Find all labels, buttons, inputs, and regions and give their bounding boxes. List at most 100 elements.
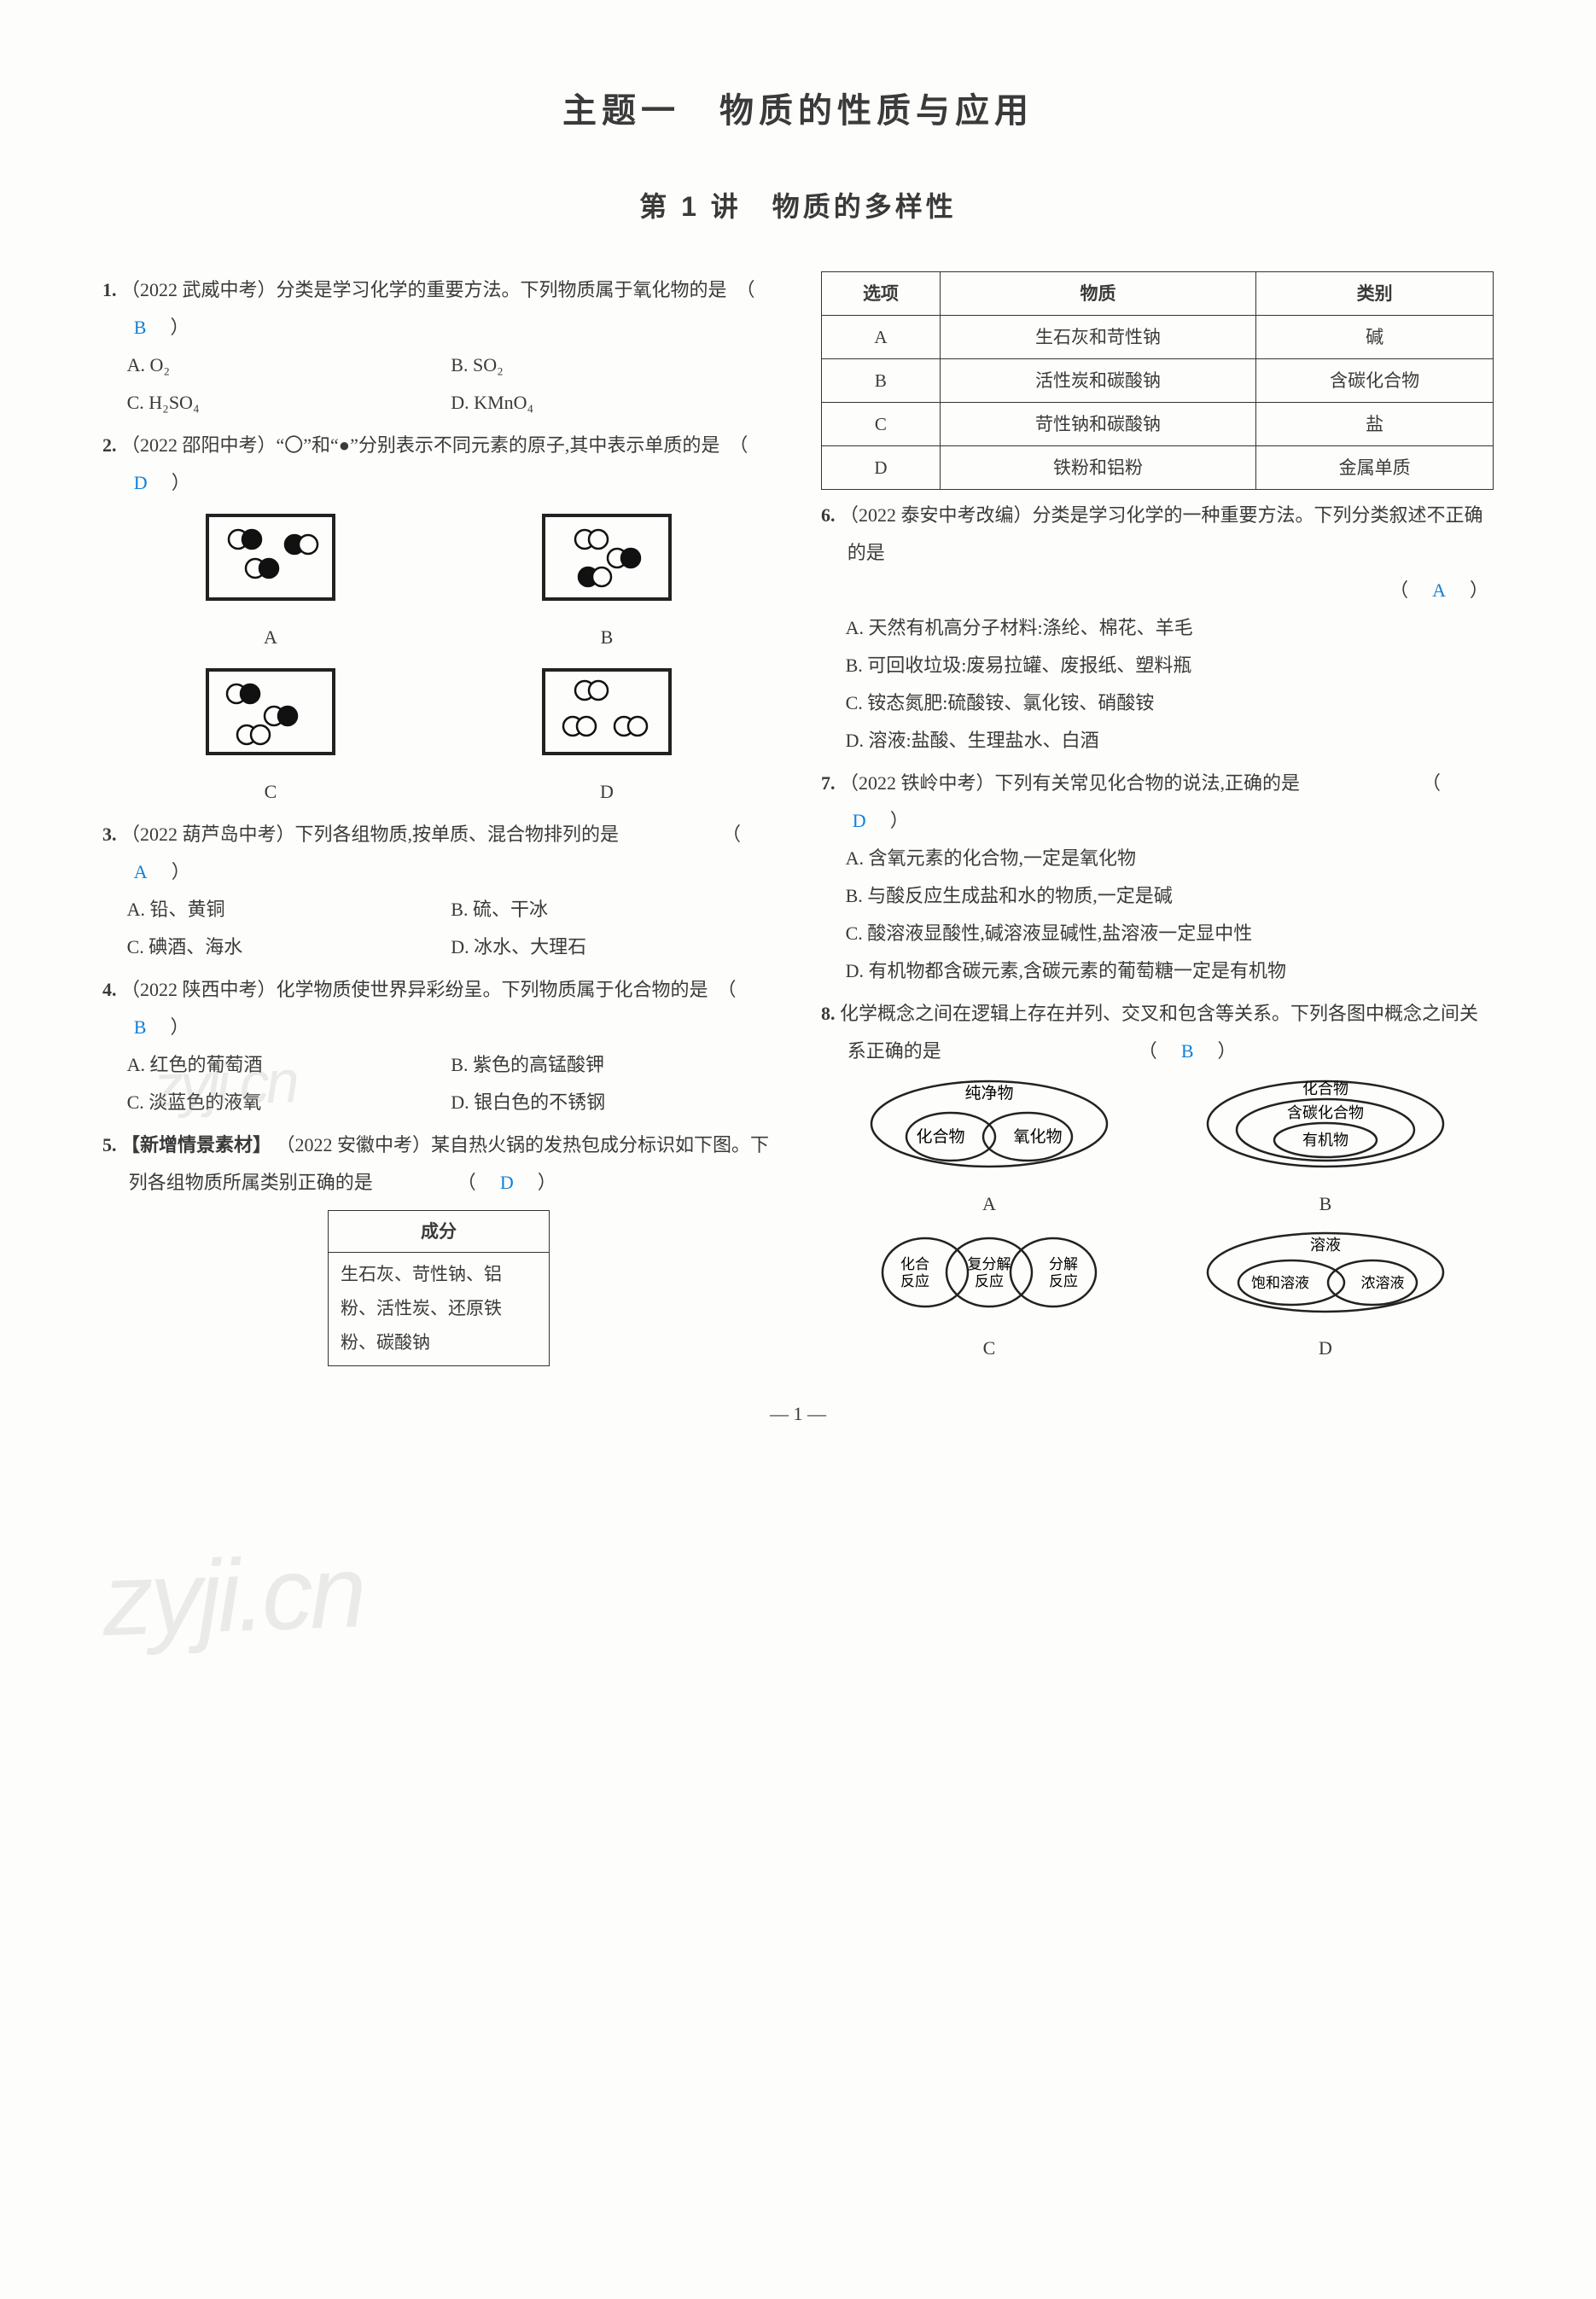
q4-stem-end: ） [151, 1016, 189, 1038]
table-cell: 苛性钠和碳酸钠 [940, 403, 1255, 446]
q8-answer: B [1181, 1040, 1194, 1062]
q1-opt-c: C. H₂SO₄ [127, 384, 451, 422]
watermark: zyji.cn [99, 1489, 367, 1703]
q3-stem: （2022 葫芦岛中考）下列各组物质,按单质、混合物排列的是 （ [121, 824, 760, 845]
table-header: 物质 [940, 272, 1255, 316]
q1-opt-b: B. SO₂ [451, 346, 775, 384]
q8-diagram-b: 化合物 含碳化合物 有机物 [1202, 1077, 1449, 1171]
q4-answer: B [134, 1016, 147, 1038]
q6-num: 6. [821, 504, 836, 526]
svg-text:反应: 反应 [1049, 1273, 1078, 1289]
q4-opt-b: B. 紫色的高锰酸钾 [451, 1046, 775, 1084]
q2-answer: D [134, 472, 148, 493]
table-cell: A [822, 316, 941, 359]
q8-diagram-a: 纯净物 化合物 氧化物 [865, 1077, 1113, 1171]
q1-answer: B [134, 317, 147, 338]
q5-table-wrap: 选项物质类别 A生石灰和苛性钠碱B活性炭和碳酸钠含碳化合物C苛性钠和碳酸钠盐D铁… [821, 271, 1494, 490]
q8-num: 8. [821, 1003, 836, 1024]
table-cell: 盐 [1256, 403, 1494, 446]
q7-opt-d: D. 有机物都含碳元素,含碳元素的葡萄糖一定是有机物 [870, 952, 1494, 990]
svg-text:纯净物: 纯净物 [964, 1084, 1013, 1103]
q4-num: 4. [102, 979, 117, 1000]
q6-stem: （2022 泰安中考改编）分类是学习化学的一种重要方法。下列分类叙述不正确的是 [840, 504, 1483, 563]
svg-text:复分解: 复分解 [968, 1256, 1011, 1272]
q3-opt-c: C. 碘酒、海水 [127, 928, 451, 966]
q6-answer: A [1432, 579, 1446, 601]
q2-diagram-d [539, 665, 675, 759]
q7-num: 7. [821, 772, 836, 794]
q3-opt-a: A. 铅、黄铜 [127, 891, 451, 928]
question-4: 4. （2022 陕西中考）化学物质使世界异彩纷呈。下列物质属于化合物的是 （ … [102, 971, 775, 1121]
q3-stem-end: ） [153, 861, 190, 882]
question-2: 2. （2022 邵阳中考）“〇”和“●”分别表示不同元素的原子,其中表示单质的… [102, 427, 775, 811]
lecture-title: 第 1 讲 物质的多样性 [102, 179, 1494, 234]
content-columns: 1. （2022 武威中考）分类是学习化学的重要方法。下列物质属于氧化物的是 （… [102, 271, 1494, 1373]
q1-num: 1. [102, 279, 117, 300]
table-cell: 碱 [1256, 316, 1494, 359]
svg-text:反应: 反应 [975, 1273, 1004, 1289]
q8-diagram-d: 溶液 饱和溶液 浓溶液 [1202, 1230, 1449, 1315]
q5-answer: D [500, 1172, 514, 1193]
q2-lbl-d: D [539, 773, 675, 811]
question-7: 7. （2022 铁岭中考）下列有关常见化合物的说法,正确的是 （ D ） A.… [821, 765, 1494, 990]
q8-stem: 化学概念之间在逻辑上存在并列、交叉和包含等关系。下列各图中概念之间关系正确的是 … [840, 1003, 1478, 1062]
q4-stem: （2022 陕西中考）化学物质使世界异彩纷呈。下列物质属于化合物的是 （ [121, 979, 755, 1000]
svg-text:含碳化合物: 含碳化合物 [1287, 1104, 1364, 1121]
q2-diagram-b [539, 510, 675, 604]
q8-stem-end: ） [1199, 1040, 1237, 1062]
table-row: D铁粉和铝粉金属单质 [822, 446, 1494, 490]
q2-stem-end: ） [153, 472, 190, 493]
q8-lbl-b: B [1202, 1185, 1449, 1223]
q4-opt-c: C. 淡蓝色的液氧 [127, 1084, 451, 1121]
q1-stem: （2022 武威中考）分类是学习化学的重要方法。下列物质属于氧化物的是 （ [121, 279, 774, 300]
q7-stem-end: ） [871, 810, 909, 831]
q7-opt-b: B. 与酸反应生成盐和水的物质,一定是碱 [846, 877, 1494, 915]
q4-opt-d: D. 银白色的不锈钢 [451, 1084, 775, 1121]
q2-lbl-a: A [202, 619, 339, 656]
svg-text:分解: 分解 [1049, 1256, 1078, 1272]
q5-tag: 【新增情景素材】 [121, 1134, 271, 1155]
q1-stem-end: ） [151, 317, 189, 338]
q6-paren: （ [1389, 579, 1427, 601]
q8-lbl-c: C [865, 1330, 1113, 1367]
question-3: 3. （2022 葫芦岛中考）下列各组物质,按单质、混合物排列的是 （ A ） … [102, 816, 775, 966]
svg-text:饱和溶液: 饱和溶液 [1251, 1275, 1309, 1291]
q6-opt-c: C. 铵态氮肥:硫酸铵、氯化铵、硝酸铵 [846, 684, 1494, 722]
page-number: — 1 — [102, 1395, 1494, 1433]
q5-table: 选项物质类别 A生石灰和苛性钠碱B活性炭和碳酸钠含碳化合物C苛性钠和碳酸钠盐D铁… [821, 271, 1494, 490]
table-cell: 金属单质 [1256, 446, 1494, 490]
q2-lbl-c: C [202, 773, 339, 811]
q7-opt-a: A. 含氧元素的化合物,一定是氧化物 [846, 840, 1494, 877]
q1-opt-d: D. KMnO₄ [451, 384, 775, 422]
svg-text:反应: 反应 [900, 1273, 929, 1289]
q8-diagram-c: 化合 反应 复分解 反应 分解 反应 [865, 1230, 1113, 1315]
table-header: 选项 [822, 272, 941, 316]
q2-diagram-c [202, 665, 339, 759]
svg-text:浓溶液: 浓溶液 [1361, 1275, 1405, 1291]
q7-stem: （2022 铁岭中考）下列有关常见化合物的说法,正确的是 （ [840, 772, 1459, 794]
q2-stem: （2022 邵阳中考）“〇”和“●”分别表示不同元素的原子,其中表示单质的是 （ [121, 434, 766, 456]
table-header: 类别 [1256, 272, 1494, 316]
q5-stem-end: ） [519, 1172, 556, 1193]
table-cell: 含碳化合物 [1256, 359, 1494, 403]
q5-num: 5. [102, 1134, 117, 1155]
q3-answer: A [134, 861, 148, 882]
q6-paren-end: ） [1451, 579, 1488, 601]
q8-lbl-d: D [1202, 1330, 1449, 1367]
q3-opt-d: D. 冰水、大理石 [451, 928, 775, 966]
table-row: A生石灰和苛性钠碱 [822, 316, 1494, 359]
q5-box-body: 生石灰、苛性钠、铝粉、活性炭、还原铁粉、碳酸钠 [329, 1253, 549, 1365]
q2-diagram-a [202, 510, 339, 604]
question-8: 8. 化学概念之间在逻辑上存在并列、交叉和包含等关系。下列各图中概念之间关系正确… [821, 995, 1494, 1367]
table-cell: 生石灰和苛性钠 [940, 316, 1255, 359]
table-row: B活性炭和碳酸钠含碳化合物 [822, 359, 1494, 403]
question-1: 1. （2022 武威中考）分类是学习化学的重要方法。下列物质属于氧化物的是 （… [102, 271, 775, 422]
q2-lbl-b: B [539, 619, 675, 656]
svg-text:化合物: 化合物 [916, 1127, 964, 1146]
q6-opt-a: A. 天然有机高分子材料:涤纶、棉花、羊毛 [846, 609, 1494, 647]
q7-answer: D [853, 810, 866, 831]
svg-text:有机物: 有机物 [1302, 1132, 1348, 1149]
q3-opt-b: B. 硫、干冰 [451, 891, 775, 928]
q4-opt-a: A. 红色的葡萄酒 [127, 1046, 451, 1084]
table-cell: C [822, 403, 941, 446]
